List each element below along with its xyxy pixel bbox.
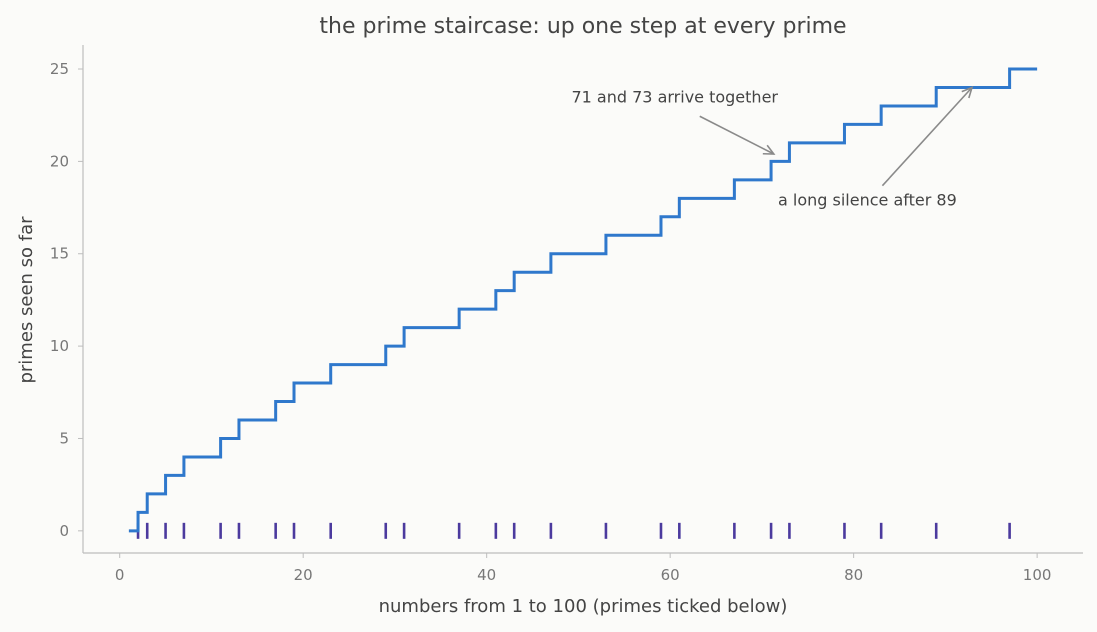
y-tick-label: 15 — [50, 245, 69, 263]
x-axis-ticks: 0 20 40 60 80 100 — [115, 553, 1052, 584]
annotation-text: 71 and 73 arrive together — [571, 87, 778, 106]
x-tick-label: 20 — [294, 566, 313, 584]
x-tick-label: 40 — [477, 566, 496, 584]
chart-title: the prime staircase: up one step at ever… — [319, 14, 846, 39]
annotation-arrowhead — [961, 86, 974, 99]
x-tick-label: 100 — [1023, 566, 1052, 584]
y-tick-label: 20 — [50, 152, 69, 170]
annotation-arrowhead — [762, 144, 776, 155]
x-tick-label: 80 — [844, 566, 863, 584]
axes — [82, 45, 1083, 554]
annotation-arrow — [699, 115, 775, 155]
prime-tick-marks — [136, 522, 1011, 539]
x-axis-label: numbers from 1 to 100 (primes ticked bel… — [379, 596, 788, 617]
x-tick-label: 0 — [115, 566, 125, 584]
y-axis-ticks: 0 5 10 15 20 25 — [50, 60, 83, 540]
y-tick-label: 5 — [59, 429, 69, 447]
annotation-arrow — [881, 86, 973, 187]
y-tick-label: 25 — [50, 60, 69, 78]
series-layer — [128, 67, 1038, 533]
y-tick-label: 10 — [50, 337, 69, 355]
y-axis-label: primes seen so far — [16, 216, 37, 384]
y-tick-label: 0 — [59, 522, 69, 540]
annotation-text: a long silence after 89 — [778, 191, 957, 210]
annotations-layer: 71 and 73 arrive together a long silence … — [571, 86, 974, 210]
x-tick-label: 60 — [661, 566, 680, 584]
staircase-line — [128, 67, 1038, 533]
